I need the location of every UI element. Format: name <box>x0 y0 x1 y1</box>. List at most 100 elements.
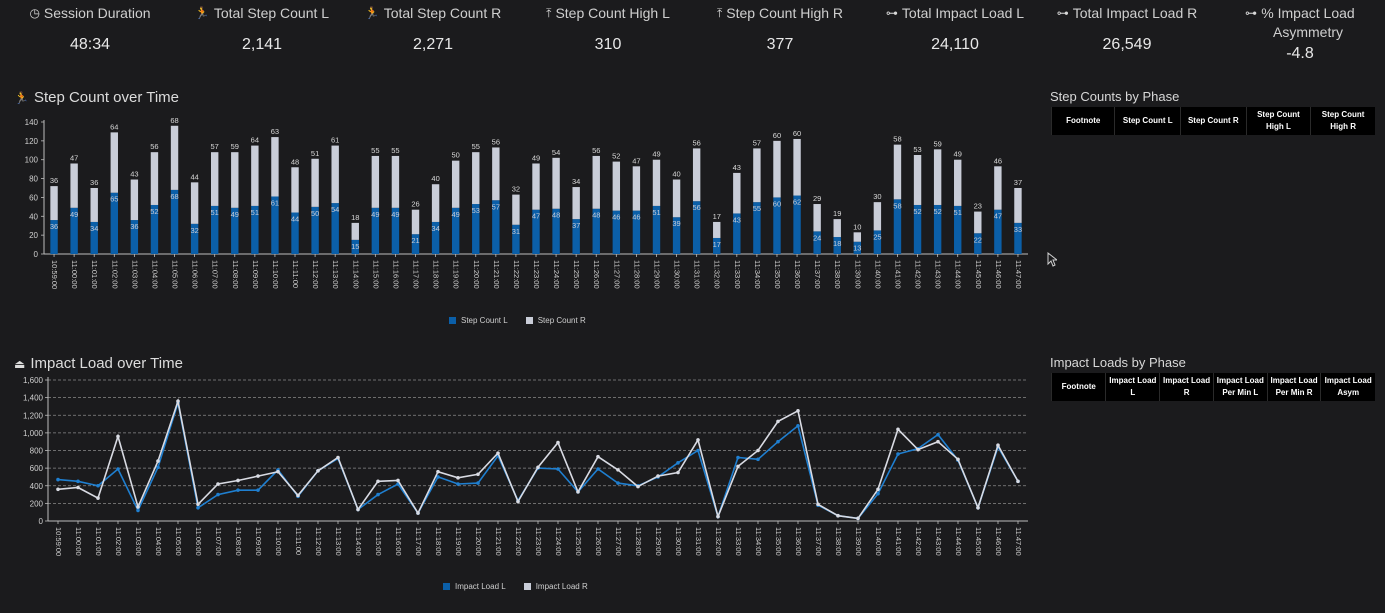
legend-item-impact-right[interactable]: Impact Load R <box>523 582 588 591</box>
point-impact-load-l <box>876 491 880 496</box>
x-tick-label: 11:10:00 <box>271 260 280 289</box>
column-header-line: R <box>1183 388 1190 397</box>
table-column-header[interactable]: Footnote <box>1050 373 1106 401</box>
bar-step-count-r <box>612 161 621 211</box>
impact-chart-title: ⏏ Impact Load over Time <box>14 355 183 372</box>
bar-step-count-r <box>391 155 400 208</box>
table-column-header[interactable]: Impact Load R <box>1159 373 1214 401</box>
data-label-step-count-l: 50 <box>311 209 319 218</box>
x-tick-label: 11:38:00 <box>833 260 842 289</box>
x-tick-label: 11:12:00 <box>311 260 320 289</box>
x-tick-label: 11:33:00 <box>734 527 743 556</box>
point-impact-load-r <box>696 438 700 442</box>
data-label-step-count-r: 59 <box>933 139 941 148</box>
data-label-step-count-r: 40 <box>672 170 680 179</box>
data-label-step-count-l: 48 <box>592 211 600 220</box>
kpi-label: Total Step Count R <box>383 5 502 21</box>
bar-step-count-l <box>652 205 661 254</box>
table-column-header[interactable]: Step Count High R <box>1310 107 1375 135</box>
point-impact-load-r <box>496 451 500 455</box>
column-header-line: Impact Load <box>1270 376 1318 385</box>
point-impact-load-r <box>956 457 960 462</box>
table-column-header[interactable]: Impact Load Per Min R <box>1266 373 1321 401</box>
table-column-header[interactable]: Impact Load Per Min L <box>1212 373 1268 401</box>
bar-step-count-r <box>291 167 299 213</box>
point-impact-load-r <box>716 514 720 519</box>
x-tick-label: 11:31:00 <box>694 527 703 556</box>
point-impact-load-l <box>676 461 680 465</box>
data-label-step-count-l: 49 <box>70 210 78 219</box>
point-impact-load-r <box>876 487 880 492</box>
x-tick-label: 11:38:00 <box>834 527 843 556</box>
kpi-label: Step Count High L <box>555 5 670 21</box>
x-tick-label: 11:00:00 <box>70 260 79 289</box>
kpi-value: 310 <box>594 36 622 53</box>
data-label-step-count-r: 59 <box>231 142 239 151</box>
bar-step-count-l <box>431 221 440 254</box>
x-tick-label: 11:25:00 <box>572 260 581 289</box>
kpi-label: Total Step Count L <box>213 5 330 21</box>
data-label-step-count-r: 55 <box>472 142 480 151</box>
legend-label-step-right: Step Count R <box>537 316 586 325</box>
data-label-step-count-r: 49 <box>954 150 962 159</box>
bar-step-count-r <box>672 179 681 218</box>
table-column-header[interactable]: Step Count L <box>1114 107 1181 135</box>
x-tick-label: 11:14:00 <box>351 260 360 289</box>
kpi-value: 377 <box>766 36 794 53</box>
bar-step-count-r <box>371 155 380 208</box>
column-header-line: Per Min R <box>1275 388 1313 397</box>
point-impact-load-l <box>116 467 120 471</box>
bar-step-count-l <box>873 230 882 254</box>
x-tick-label: 11:28:00 <box>632 260 641 289</box>
point-impact-load-r <box>756 448 760 453</box>
table-column-header[interactable]: Footnote <box>1050 107 1115 135</box>
column-header-line: Footnote <box>1061 382 1096 391</box>
x-tick-label: 11:37:00 <box>813 260 822 289</box>
data-label-step-count-l: 61 <box>271 198 279 207</box>
point-impact-load-r <box>816 502 820 507</box>
data-label-step-count-l: 17 <box>713 240 721 249</box>
bar-step-count-l <box>672 217 681 254</box>
table-column-header[interactable]: Step Count R <box>1180 107 1247 135</box>
x-tick-label: 10:59:00 <box>50 260 59 289</box>
column-header-line: Footnote <box>1066 116 1101 125</box>
x-tick-label: 11:22:00 <box>512 260 521 289</box>
bar-step-count-r <box>753 148 761 203</box>
x-tick-label: 11:22:00 <box>514 527 523 556</box>
table-column-header[interactable]: Impact Load L <box>1105 373 1160 401</box>
legend-item-step-right[interactable]: Step Count R <box>525 316 586 325</box>
point-impact-load-r <box>376 479 380 484</box>
data-label-step-count-l: 37 <box>572 221 580 230</box>
table-header-row: Footnote Impact Load L Impact Load R Impact L… <box>1050 373 1375 401</box>
bar-step-count-l <box>351 239 359 254</box>
data-label-step-count-l: 47 <box>994 212 1002 221</box>
x-tick-label: 11:02:00 <box>110 260 119 289</box>
point-impact-load-r <box>736 464 740 469</box>
impact-chart-legend: Impact Load L Impact Load R <box>443 582 588 591</box>
table-column-header[interactable]: Step Count High L <box>1245 107 1311 135</box>
x-tick-label: 11:20:00 <box>472 260 481 289</box>
kpi-value: 26,549 <box>1102 36 1152 53</box>
table-column-header[interactable]: Impact Load Asym <box>1320 373 1375 401</box>
y-tick-label: 1,000 <box>23 429 44 438</box>
x-tick-label: 11:42:00 <box>914 527 923 556</box>
data-label-step-count-l: 46 <box>612 213 620 222</box>
x-tick-label: 11:31:00 <box>693 260 702 289</box>
legend-item-step-left[interactable]: Step Count L <box>449 316 508 325</box>
kpi-card: ⊶ % Impact Load Asymmetry -4.8 <box>1220 4 1380 63</box>
point-impact-load-l <box>796 424 800 428</box>
bar-step-count-l <box>692 201 701 254</box>
runner-icon: 🏃 <box>14 90 29 105</box>
bar-step-count-r <box>813 204 821 232</box>
data-label-step-count-r: 18 <box>351 213 359 222</box>
data-label-step-count-l: 58 <box>893 201 901 210</box>
x-tick-label: 11:39:00 <box>853 260 862 289</box>
bar-step-count-l <box>70 207 78 254</box>
x-tick-label: 11:15:00 <box>371 260 380 289</box>
bar-step-count-r <box>190 182 199 224</box>
x-tick-label: 10:59:00 <box>54 527 63 556</box>
x-tick-label: 11:25:00 <box>574 527 583 556</box>
legend-item-impact-left[interactable]: Impact Load L <box>443 582 506 591</box>
bar-step-count-l <box>853 241 862 254</box>
table-header-row: Footnote Step Count L Step Count R Step Cou… <box>1050 107 1375 135</box>
